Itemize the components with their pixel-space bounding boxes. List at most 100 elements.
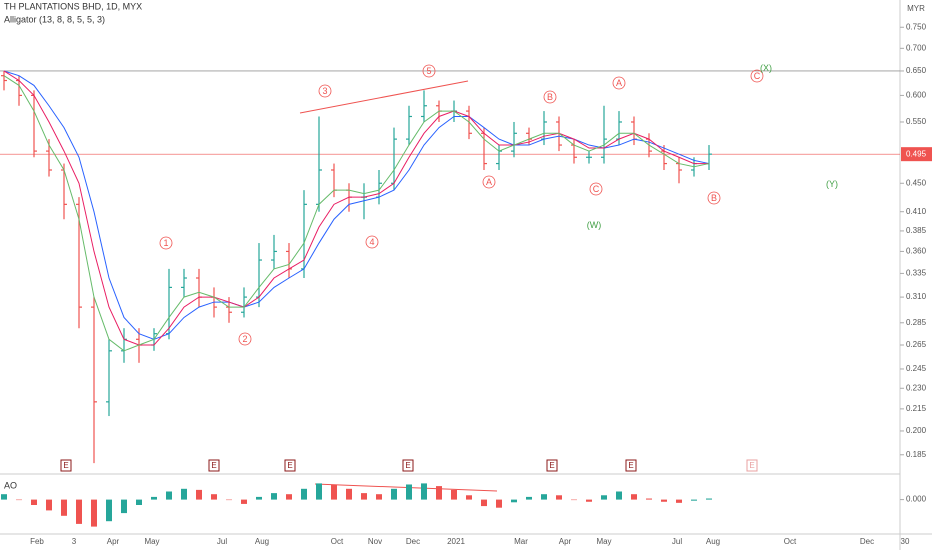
x-tick-label: Apr [107, 537, 120, 546]
x-tick-label: Feb [30, 537, 44, 546]
x-tick-label: May [144, 537, 159, 546]
wave-circle [159, 236, 173, 250]
wave-label: C [754, 71, 761, 81]
event-box [625, 459, 637, 472]
wave-circle [422, 64, 436, 78]
ao-bar [511, 499, 517, 503]
ao-bar [226, 499, 232, 501]
wave-label: 5 [426, 66, 431, 76]
ao-bar [166, 491, 172, 500]
y-tick-label: 0.200 [906, 426, 927, 435]
ao-bar [406, 484, 412, 500]
x-tick-label: Jul [217, 537, 227, 546]
x-tick-label: Dec [406, 537, 420, 546]
wave-circle [589, 182, 603, 196]
y-tick-label: 0.310 [906, 292, 927, 301]
wave-label: (W) [587, 220, 602, 230]
y-tick-label: 0.360 [906, 247, 927, 256]
event-box [402, 459, 414, 472]
event-label: E [211, 461, 216, 470]
ao-bar [76, 499, 82, 524]
ao-bar [301, 488, 307, 500]
event-label: E [628, 461, 633, 470]
ao-bar [91, 499, 97, 527]
y-tick-label: 0.450 [906, 178, 927, 187]
alligator-line [3, 70, 709, 346]
x-tick-label: 3 [72, 537, 77, 546]
wave-label: B [711, 193, 717, 203]
ao-tick-label: 0.000 [906, 495, 927, 504]
wave-circle [365, 235, 379, 249]
wave-label: 4 [369, 237, 374, 247]
ao-bar [241, 499, 247, 504]
ao-bar [556, 495, 562, 500]
ao-bar [526, 496, 532, 500]
wave-circle [707, 191, 721, 205]
x-tick-label: Oct [331, 537, 344, 546]
ao-bar [571, 499, 577, 501]
y-tick-label: 0.285 [906, 318, 927, 327]
wave-label: (X) [760, 63, 772, 73]
currency: MYR [907, 4, 925, 13]
ao-bar [451, 489, 457, 500]
ao-bar [631, 494, 637, 500]
event-box [746, 459, 758, 472]
trend-line [299, 80, 469, 114]
x-tick-label: Oct [784, 537, 797, 546]
ao-bar [481, 499, 487, 507]
x-tick-label: 2021 [447, 537, 465, 546]
ao-bar [541, 494, 547, 500]
x-tick-label: May [596, 537, 611, 546]
ao-bar [211, 494, 217, 500]
ao-bar [136, 499, 142, 505]
ao-bar [691, 499, 697, 501]
y-tick-label: 0.750 [906, 22, 927, 31]
event-label: E [63, 461, 68, 470]
ao-bar [16, 499, 22, 501]
wave-label: 1 [163, 238, 168, 248]
wave-label: B [547, 92, 553, 102]
ao-bar [706, 498, 712, 500]
wave-label: 3 [322, 86, 327, 96]
x-tick-label: Dec [860, 537, 874, 546]
indicator-label: Alligator (13, 8, 8, 5, 5, 3) [4, 14, 105, 24]
wave-label: C [593, 184, 600, 194]
ao-bar [616, 491, 622, 500]
chart-title: TH PLANTATIONS BHD, 1D, MYX [4, 1, 142, 11]
ao-bar [361, 493, 367, 500]
y-tick-label: 0.215 [906, 404, 927, 413]
wave-circle [543, 90, 557, 104]
y-tick-label: 0.185 [906, 450, 927, 459]
ao-bar [196, 489, 202, 500]
ao-bar [496, 499, 502, 508]
ao-bar [181, 488, 187, 500]
y-tick-label: 0.335 [906, 269, 927, 278]
ao-bar [121, 499, 127, 514]
ao-bar [646, 498, 652, 500]
wave-circle [482, 175, 496, 189]
y-tick-label: 0.410 [906, 207, 927, 216]
event-box [546, 459, 558, 472]
ao-bar [106, 499, 112, 522]
ao-bar [436, 486, 442, 500]
ao-bar [346, 488, 352, 500]
y-tick-label: 0.650 [906, 66, 927, 75]
ao-bar [46, 499, 52, 511]
ao-bar [586, 499, 592, 502]
wave-label: A [616, 78, 622, 88]
wave-circle [750, 69, 764, 83]
y-tick-label: 0.700 [906, 43, 927, 52]
ao-bar [676, 499, 682, 503]
x-tick-label: 30 [901, 537, 910, 546]
alligator-line [3, 75, 710, 352]
y-tick-label: 0.230 [906, 383, 927, 392]
x-tick-label: Mar [514, 537, 528, 546]
x-tick-label: Jul [672, 537, 682, 546]
event-label: E [405, 461, 410, 470]
y-tick-label: 0.265 [906, 340, 927, 349]
x-tick-label: Aug [706, 537, 720, 546]
y-tick-label: 0.600 [906, 91, 927, 100]
event-box [208, 459, 220, 472]
